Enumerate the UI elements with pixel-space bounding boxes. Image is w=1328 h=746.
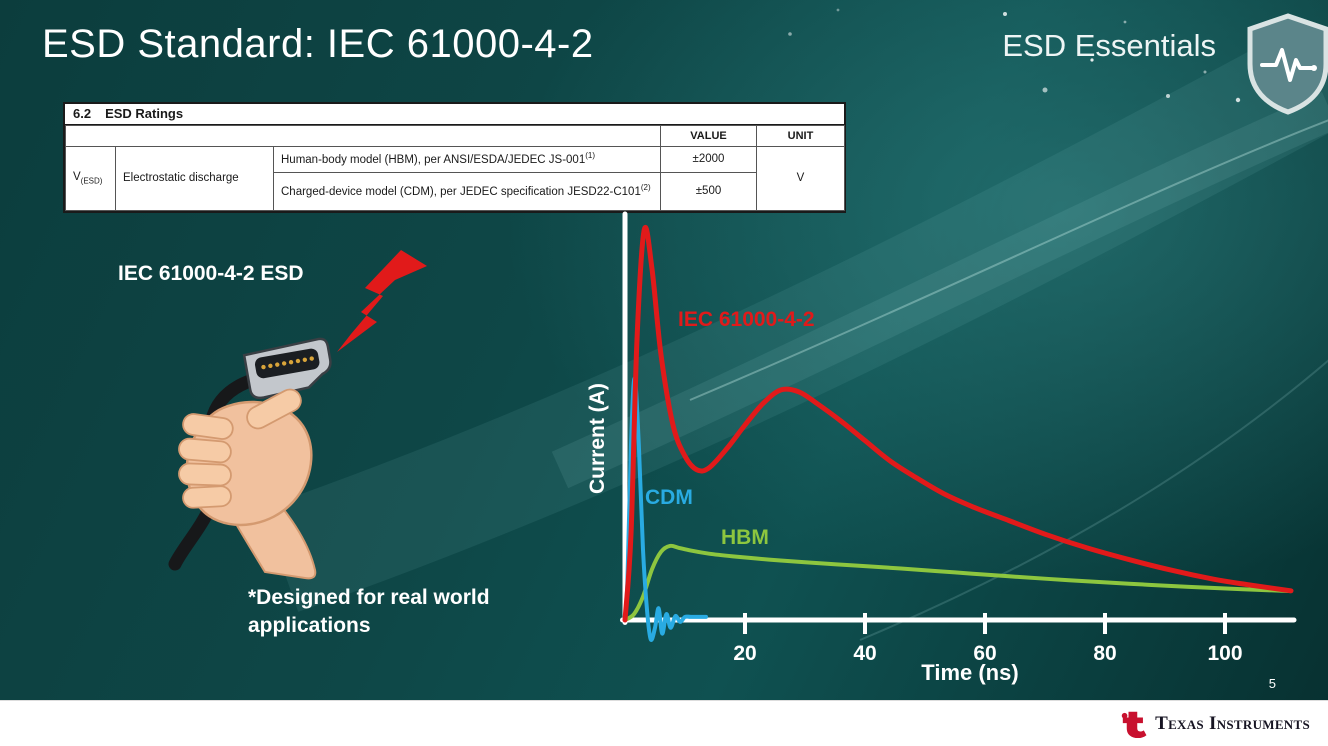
page-number: 5 (1268, 676, 1276, 691)
empty-header-cell (65, 125, 661, 147)
section-number: 6.2 (73, 106, 92, 121)
esd-shield-logo-icon (1247, 13, 1328, 115)
ratings-grid: VALUE UNIT V(ESD) Electrostatic discharg… (65, 125, 845, 211)
x-tick-label: 80 (1093, 642, 1116, 665)
ti-logo-icon (1121, 711, 1147, 738)
background-swoosh (551, 91, 1328, 489)
table-row-cdm: Charged-device model (CDM), per JEDEC sp… (66, 172, 845, 211)
x-tick-label: 40 (853, 642, 876, 665)
footer-bar: Texas Instruments (0, 700, 1328, 746)
background-arc (859, 359, 1328, 641)
curve-hbm (623, 543, 1293, 622)
esd-current-waveform-chart: 20 40 60 80 100 (620, 211, 1297, 665)
background-swoosh (261, 21, 1328, 612)
value-column-header: VALUE (660, 125, 757, 147)
connector-pins (261, 356, 314, 370)
cdm-description-cell: Charged-device model (CDM), per JEDEC sp… (273, 172, 661, 211)
cdm-curve-label: CDM (645, 486, 693, 509)
designed-footnote: *Designed for real world applications (248, 586, 490, 638)
unit-cell: V (756, 146, 845, 211)
y-axis-label: Current (A) (586, 383, 609, 494)
cdm-value-cell: ±500 (660, 172, 757, 211)
table-header-row: VALUE UNIT (65, 125, 845, 147)
hbm-curve-label: HBM (721, 526, 769, 549)
param-symbol-cell: V(ESD) (65, 146, 116, 211)
background-arc (689, 119, 1328, 401)
x-axis-label: Time (ns) (921, 660, 1019, 685)
page-title: ESD Standard: IEC 61000-4-2 (42, 22, 594, 66)
x-tick-label: 100 (1207, 642, 1242, 665)
section-name: ESD Ratings (105, 106, 184, 121)
table-section-title: 6.2 ESD Ratings (65, 104, 844, 125)
esd-ratings-table: 6.2 ESD Ratings VALUE UNIT V(ESD) Electro… (63, 102, 846, 213)
program-name: ESD Essentials (1002, 28, 1216, 63)
background-stars (788, 8, 1264, 103)
x-tick-label: 60 (973, 642, 996, 665)
hbm-value-cell: ±2000 (660, 146, 757, 173)
table-row-hbm: V(ESD) Electrostatic discharge Human-bod… (65, 146, 845, 211)
brand-name: Texas Instruments (1155, 712, 1310, 734)
hand-holding-connector-illustration (168, 250, 427, 580)
curve-iec-61000-4-2 (622, 224, 1294, 623)
iec-curve-label: IEC 61000-4-2 (678, 308, 815, 331)
unit-column-header: UNIT (756, 125, 845, 147)
hdmi-connector-graphic (242, 337, 332, 400)
x-tick-label: 20 (733, 642, 756, 665)
param-name-cell: Electrostatic discharge (115, 146, 274, 211)
hbm-description-cell: Human-body model (HBM), per ANSI/ESDA/JE… (273, 146, 661, 173)
iec-esd-label: IEC 61000-4-2 ESD (118, 262, 304, 285)
lightning-bolt-icon (337, 250, 427, 352)
hand-graphic (178, 388, 317, 580)
